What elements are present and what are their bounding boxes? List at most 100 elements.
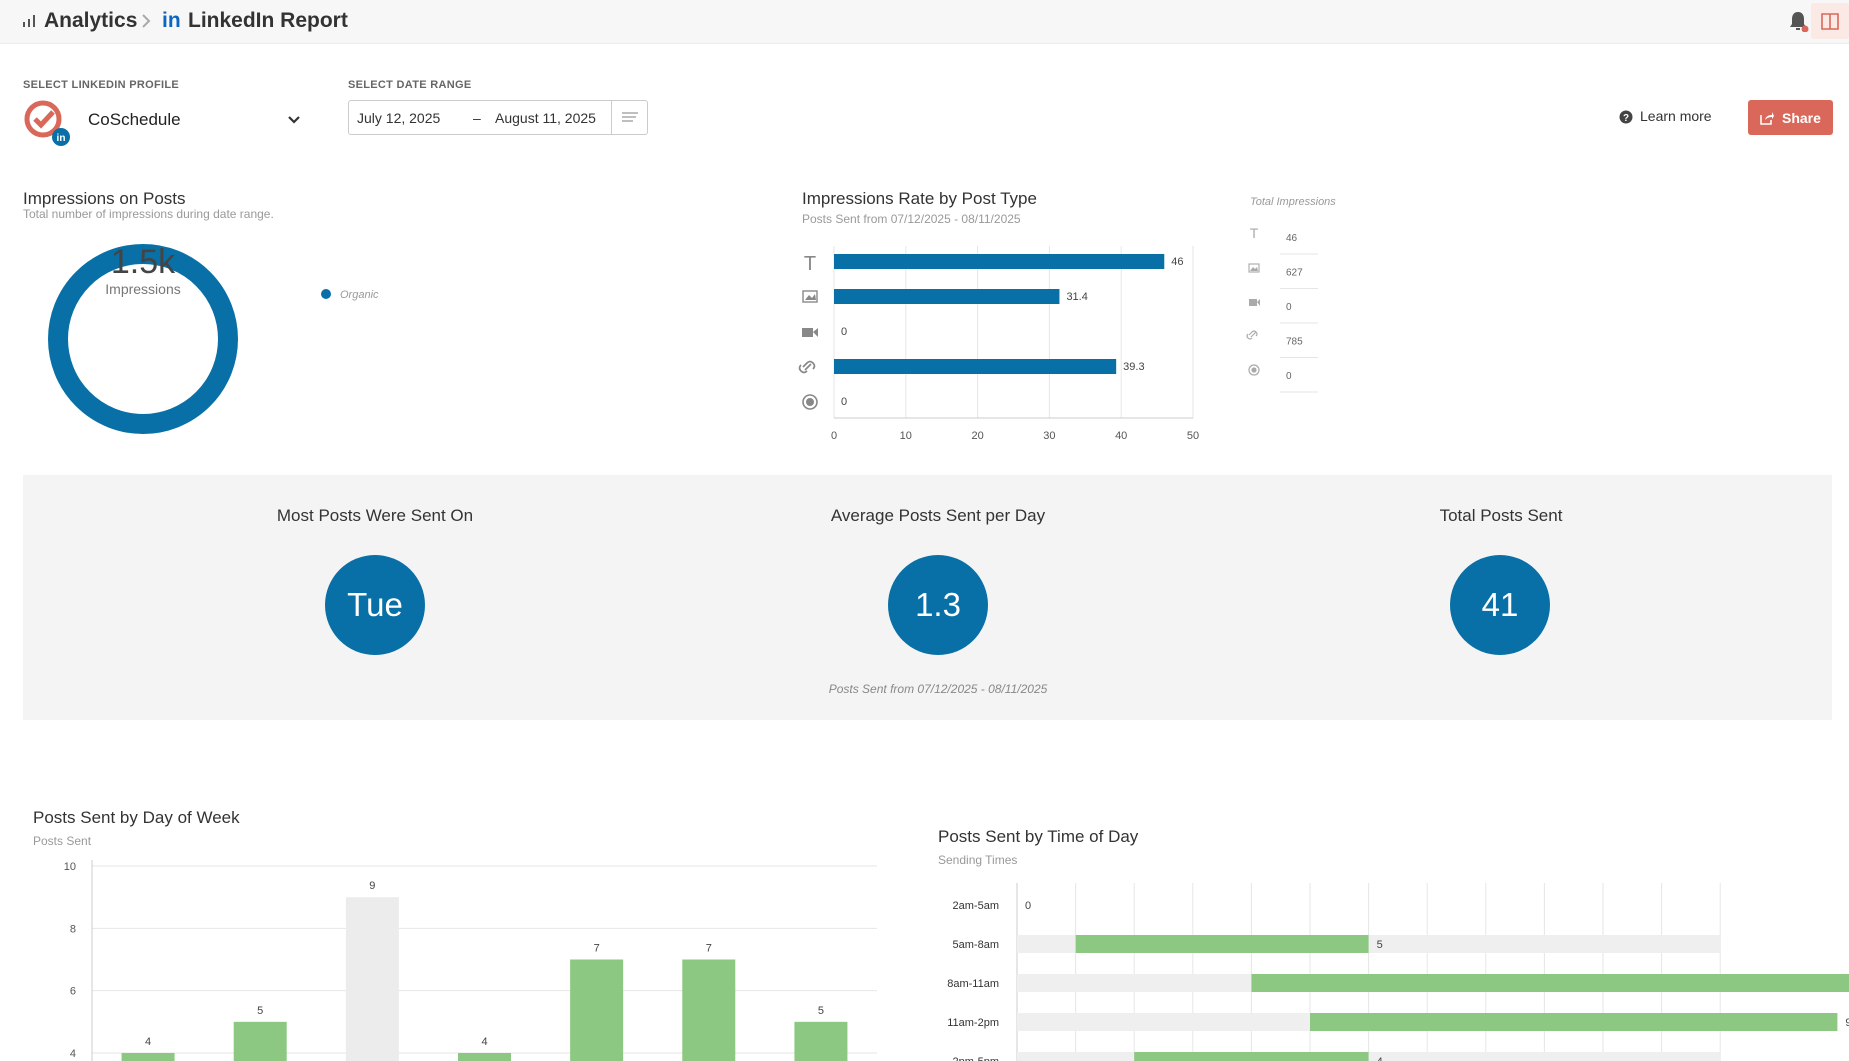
- profile-select[interactable]: CoSchedule: [88, 110, 181, 129]
- bar-value-label: 9: [1845, 1017, 1849, 1029]
- rate-chart-title: Impressions Rate by Post Type: [802, 189, 1037, 208]
- category-label: 2pm-5pm: [953, 1056, 999, 1061]
- y-tick-label: 6: [70, 986, 76, 998]
- help-icon: ?: [1619, 110, 1633, 124]
- stats-footer: Posts Sent from 07/12/2025 - 08/11/2025: [828, 682, 1048, 696]
- bar: [345, 897, 399, 1061]
- chevron-right-icon: [142, 14, 151, 28]
- y-tick-label: 8: [70, 923, 76, 935]
- legend-organic: Organic: [340, 289, 379, 301]
- poll-icon: [1248, 364, 1260, 376]
- most-day-title: Most Posts Were Sent On: [276, 506, 474, 525]
- total-value: 0: [1286, 371, 1292, 382]
- total-posts-value: 41: [1450, 555, 1550, 655]
- page-title: LinkedIn Report: [188, 9, 348, 32]
- analytics-icon: [23, 15, 35, 27]
- top-bar: Analytics in LinkedIn Report: [0, 0, 1849, 44]
- bar: [570, 959, 624, 1061]
- rate-chart-subtitle: Posts Sent from 07/12/2025 - 08/11/2025: [802, 212, 1021, 226]
- totals-header: Total Impressions: [1250, 196, 1336, 208]
- image-icon: [1248, 263, 1260, 273]
- total-posts-title: Total Posts Sent: [1439, 506, 1563, 525]
- bell-icon[interactable]: [1787, 10, 1809, 32]
- time-chart-subtitle: Sending Times: [938, 853, 1018, 867]
- breadcrumb-analytics[interactable]: Analytics: [44, 9, 138, 32]
- bar-value-label: 5: [1377, 939, 1383, 951]
- day-chart: 4 6 8 10 4 5 9 4 7 7 5: [64, 860, 877, 1061]
- bar-value-label: 0: [1025, 900, 1031, 912]
- date-options-button[interactable]: [611, 101, 647, 134]
- share-button[interactable]: Share: [1748, 100, 1833, 135]
- bar: [834, 359, 1117, 374]
- bar: [794, 1021, 848, 1061]
- filter-lines-icon: [622, 112, 638, 122]
- legend-dot: [321, 289, 331, 299]
- y-tick-label: 10: [64, 861, 76, 873]
- date-range-label: SELECT DATE RANGE: [348, 79, 472, 91]
- category-label: 11am-2pm: [947, 1017, 999, 1029]
- svg-text:in: in: [57, 133, 66, 144]
- x-tick-label: 0: [831, 430, 837, 442]
- text-icon: T: [1250, 225, 1259, 241]
- impressions-donut: [48, 244, 238, 434]
- bar-value-label: 7: [706, 943, 712, 955]
- svg-text:?: ?: [1623, 113, 1629, 124]
- x-tick-label: 20: [971, 430, 983, 442]
- poll-icon: [802, 394, 818, 410]
- x-tick-label: 40: [1115, 430, 1127, 442]
- time-chart: 2am-5am05am-8am58am-11am1211am-2pm92pm-5…: [947, 883, 1849, 1061]
- bar: [1134, 1052, 1369, 1061]
- stats-band: Most Posts Were Sent On Tue Average Post…: [23, 475, 1832, 720]
- bar-value-label: 5: [818, 1005, 824, 1017]
- linkedin-icon: in: [162, 9, 181, 32]
- learn-more-link[interactable]: Learn more: [1640, 108, 1712, 124]
- bar: [1310, 1013, 1838, 1031]
- most-day-value: Tue: [325, 555, 425, 655]
- bar-value-label: 46: [1171, 256, 1183, 268]
- bar: [233, 1021, 287, 1061]
- coschedule-logo: in: [24, 100, 70, 146]
- total-value: 785: [1286, 337, 1303, 348]
- profile-select-label: SELECT LINKEDIN PROFILE: [23, 79, 180, 91]
- time-chart-title: Posts Sent by Time of Day: [938, 827, 1139, 846]
- share-icon: [1760, 112, 1774, 125]
- x-tick-label: 50: [1187, 430, 1199, 442]
- bar: [458, 1053, 511, 1061]
- bar: [1251, 974, 1849, 992]
- bar: [682, 959, 736, 1061]
- bar-value-label: 4: [145, 1036, 151, 1048]
- impressions-value: 1.5k: [110, 243, 176, 281]
- bar-value-label: 0: [841, 396, 847, 408]
- avg-posts-value: 1.3: [888, 555, 988, 655]
- chevron-down-icon[interactable]: [286, 112, 302, 128]
- video-icon: [1249, 299, 1260, 306]
- avg-posts-title: Average Posts Sent per Day: [830, 506, 1046, 525]
- book-icon: [1821, 13, 1839, 30]
- x-tick-label: 30: [1043, 430, 1055, 442]
- total-value: 46: [1286, 233, 1298, 244]
- bar-value-label: 9: [369, 880, 375, 892]
- totals-list: T 46 627 0 785 0: [1246, 225, 1318, 393]
- link-icon: [798, 360, 816, 374]
- date-end: August 11, 2025: [495, 110, 596, 126]
- date-range-input[interactable]: July 12, 2025 – August 11, 2025: [348, 100, 648, 135]
- impressions-subtitle: Total number of impressions during date …: [23, 207, 274, 221]
- total-value: 0: [1286, 302, 1292, 313]
- bar-value-label: 0: [841, 326, 847, 338]
- bar: [834, 254, 1165, 269]
- bar-value-label: 4: [481, 1036, 487, 1048]
- bar: [834, 289, 1060, 304]
- guide-panel-button[interactable]: [1811, 3, 1849, 39]
- day-chart-subtitle: Posts Sent: [33, 834, 92, 848]
- date-separator: –: [473, 110, 481, 126]
- date-start: July 12, 2025: [357, 110, 441, 126]
- image-icon: [802, 290, 818, 303]
- category-label: 8am-11am: [947, 978, 999, 990]
- category-label: 5am-8am: [953, 939, 999, 951]
- bar-value-label: 4: [1377, 1056, 1383, 1061]
- bar-value-label: 31.4: [1066, 291, 1087, 303]
- total-value: 627: [1286, 268, 1303, 279]
- rate-chart: T 46 31.4 0 39.3 0 0 10 20 30 40 50: [798, 246, 1199, 442]
- share-label: Share: [1782, 110, 1821, 126]
- y-tick-label: 4: [70, 1048, 76, 1060]
